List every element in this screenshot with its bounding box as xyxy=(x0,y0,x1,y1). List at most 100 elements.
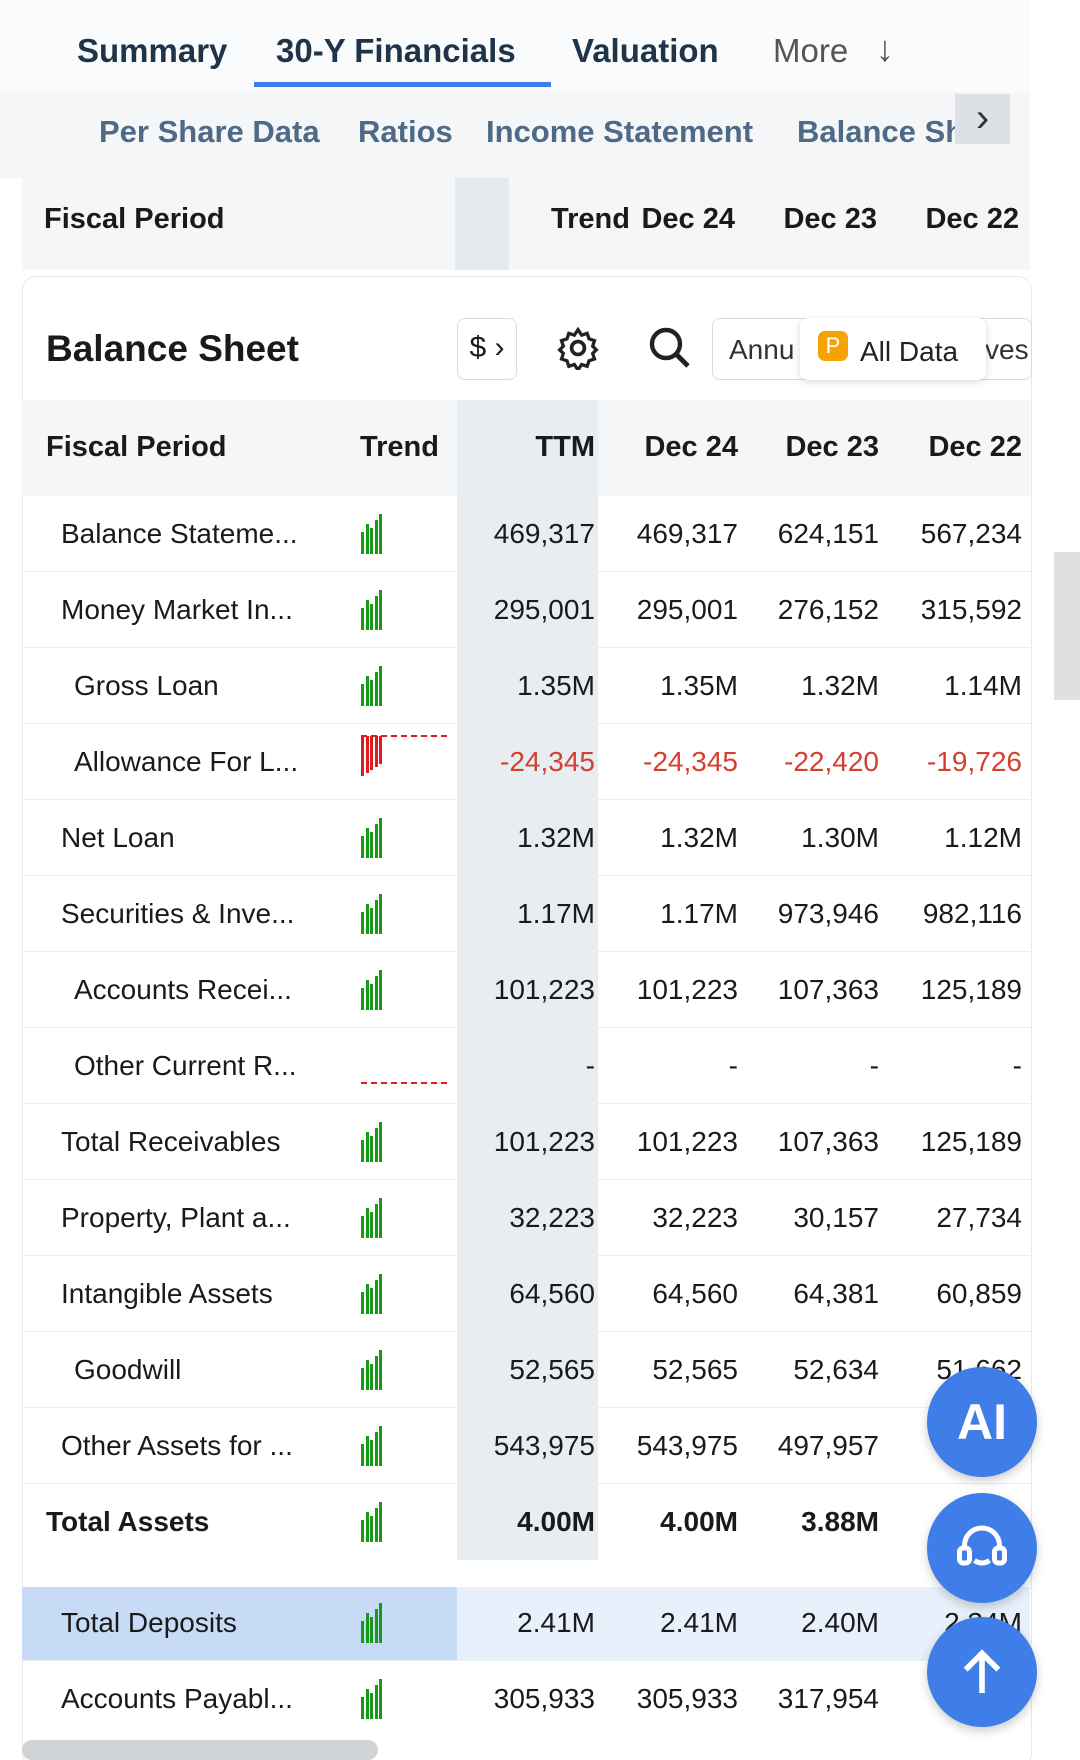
trend-bar xyxy=(379,1350,382,1390)
settings-icon[interactable] xyxy=(556,326,600,370)
subtab[interactable]: Ratios xyxy=(358,114,453,149)
sticky-ttm-band xyxy=(455,178,509,270)
subtab[interactable]: Per Share Data xyxy=(99,114,320,149)
trend-bar xyxy=(370,1288,373,1314)
trend-bar xyxy=(379,1679,382,1719)
row-label: Balance Stateme... xyxy=(61,518,298,549)
cell: - xyxy=(728,1050,738,1081)
search-icon[interactable] xyxy=(646,324,694,372)
trend-bar xyxy=(370,1212,373,1238)
row-divider xyxy=(22,1483,1030,1484)
trend-bar xyxy=(379,894,382,934)
row-divider xyxy=(22,951,1030,952)
ai-button[interactable]: AI xyxy=(927,1367,1037,1477)
cell: 52,565 xyxy=(509,1354,595,1385)
tab[interactable]: Valuation xyxy=(572,32,719,69)
trend-bar xyxy=(361,1216,364,1238)
cell: 497,957 xyxy=(777,1430,879,1461)
trend-bar xyxy=(379,1502,382,1542)
scroll-top-button[interactable] xyxy=(927,1617,1037,1727)
trend-bar xyxy=(361,1368,364,1390)
trend-bar xyxy=(374,520,378,554)
trend-bar xyxy=(374,976,378,1010)
cell: 52,565 xyxy=(652,1354,738,1385)
cell: 107,363 xyxy=(777,974,879,1005)
trend-bar xyxy=(374,1204,378,1238)
row-divider xyxy=(22,1407,1030,1408)
cell: 4.00M xyxy=(517,1506,595,1537)
period-select[interactable]: Annu xyxy=(729,334,795,365)
currency-selector[interactable]: $ › xyxy=(457,318,517,380)
cell: 624,151 xyxy=(777,518,879,549)
cell: - xyxy=(869,1050,879,1081)
trend-bar xyxy=(374,1128,378,1162)
h-scrollbar xyxy=(22,1740,378,1760)
clipped-option[interactable]: ves xyxy=(985,334,1029,365)
trend-bar xyxy=(374,672,378,706)
row-divider xyxy=(22,799,1030,800)
trend-dash xyxy=(361,1082,447,1084)
cell: 1.35M xyxy=(660,670,738,701)
cell: 3.88M xyxy=(801,1506,879,1537)
trend-bar xyxy=(361,1697,364,1719)
trend-bar xyxy=(374,1356,378,1390)
tab[interactable]: 30-Y Financials xyxy=(276,32,516,69)
row-label: Securities & Inve... xyxy=(61,898,295,929)
cell: 1.32M xyxy=(801,670,879,701)
row-divider xyxy=(22,723,1030,724)
row-divider xyxy=(22,1660,1030,1661)
trend-dash xyxy=(361,735,447,737)
cell: -24,345 xyxy=(500,746,595,777)
cell: 567,234 xyxy=(920,518,1022,549)
cell: - xyxy=(585,1050,595,1081)
sticky-header xyxy=(22,178,1030,270)
trend-bar xyxy=(365,828,369,858)
subtab[interactable]: Balance Sheet xyxy=(797,114,955,149)
cell: 32,223 xyxy=(652,1202,738,1233)
row-divider xyxy=(22,1179,1030,1180)
trend-bar xyxy=(361,684,364,706)
trend-bar xyxy=(370,1440,373,1466)
trend-bar xyxy=(361,1140,364,1162)
row-divider xyxy=(22,571,1030,572)
row-label: Money Market In... xyxy=(61,594,293,625)
cell: 60,859 xyxy=(936,1278,1022,1309)
v-scrollbar xyxy=(1054,552,1080,700)
cell: 543,975 xyxy=(636,1430,738,1461)
row-label: Accounts Payabl... xyxy=(61,1683,293,1714)
trend-bar xyxy=(379,818,382,858)
row-highlight xyxy=(22,1587,457,1661)
trend-bar xyxy=(370,528,373,554)
trend-bar xyxy=(365,1208,369,1238)
trend-bar xyxy=(370,604,373,630)
subtab[interactable]: Income Statement xyxy=(486,114,754,149)
row-divider xyxy=(22,647,1030,648)
scroll-right-button[interactable]: › xyxy=(955,94,1010,144)
trend-bar xyxy=(374,596,378,630)
tab[interactable]: More xyxy=(773,32,849,69)
tab-underline xyxy=(254,82,551,87)
trend-bar xyxy=(361,736,364,776)
cell: 543,975 xyxy=(493,1430,595,1461)
cell: 107,363 xyxy=(777,1126,879,1157)
row-divider xyxy=(22,1103,1030,1104)
chip-label: All Data xyxy=(860,336,959,367)
trend-bar xyxy=(374,1685,378,1719)
tab-bar xyxy=(0,0,1030,92)
column-header: Dec 24 xyxy=(644,431,738,463)
support-button[interactable] xyxy=(927,1493,1037,1603)
more-arrow[interactable]: ↓ xyxy=(876,28,894,69)
trend-bar xyxy=(370,1136,373,1162)
column-header: Fiscal Period xyxy=(46,431,227,463)
cell: 1.32M xyxy=(517,822,595,853)
trend-bar xyxy=(370,736,373,770)
trend-bar xyxy=(365,1613,369,1643)
cell: 32,223 xyxy=(509,1202,595,1233)
trend-bar xyxy=(365,1436,369,1466)
tab[interactable]: Summary xyxy=(77,32,228,69)
trend-bar xyxy=(379,736,382,764)
trend-bar xyxy=(370,832,373,858)
cell: 305,933 xyxy=(493,1683,595,1714)
cell: 1.14M xyxy=(944,670,1022,701)
cell: 64,560 xyxy=(652,1278,738,1309)
